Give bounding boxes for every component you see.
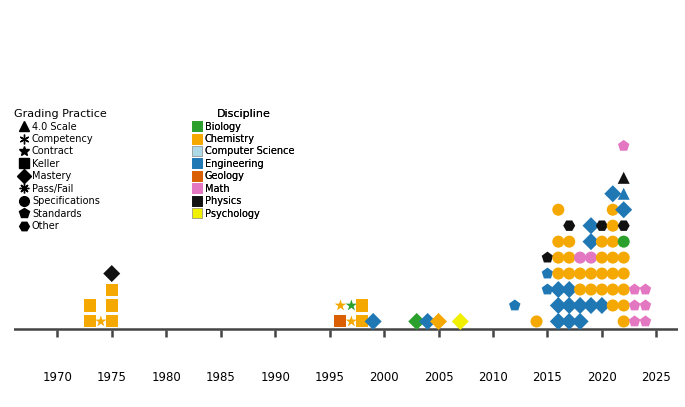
- Point: [575, 318, 586, 325]
- Point: [95, 318, 106, 325]
- Point: [629, 302, 640, 309]
- Legend: Biology, Chemistry, Computer Science, Engineering, Geology, Math, Physics, Psych: Biology, Chemistry, Computer Science, En…: [193, 109, 295, 219]
- Point: [575, 223, 586, 229]
- Point: [357, 302, 368, 309]
- Point: [575, 239, 586, 245]
- Point: [553, 223, 564, 229]
- Point: [618, 286, 629, 293]
- Point: [542, 318, 553, 325]
- Point: [106, 270, 117, 277]
- Point: [618, 239, 629, 245]
- Point: [597, 223, 608, 229]
- Point: [586, 286, 597, 293]
- Point: [335, 318, 346, 325]
- Point: [608, 302, 619, 309]
- Point: [629, 286, 640, 293]
- Point: [553, 302, 564, 309]
- Point: [608, 239, 619, 245]
- Point: [335, 302, 346, 309]
- Point: [618, 175, 629, 181]
- Point: [608, 206, 619, 213]
- Point: [84, 318, 95, 325]
- Point: [618, 159, 629, 165]
- Point: [608, 190, 619, 197]
- Point: [564, 254, 575, 261]
- Point: [564, 270, 575, 277]
- Point: [553, 270, 564, 277]
- Point: [477, 318, 488, 325]
- Point: [586, 223, 597, 229]
- Point: [608, 286, 619, 293]
- Point: [608, 254, 619, 261]
- Point: [640, 318, 651, 325]
- Point: [433, 318, 444, 325]
- Point: [575, 270, 586, 277]
- Point: [629, 318, 640, 325]
- Point: [52, 318, 63, 325]
- Point: [618, 142, 629, 149]
- Point: [618, 270, 629, 277]
- Point: [618, 302, 629, 309]
- Point: [618, 206, 629, 213]
- Point: [597, 302, 608, 309]
- Point: [346, 318, 357, 325]
- Point: [357, 318, 368, 325]
- Point: [575, 302, 586, 309]
- Point: [411, 318, 422, 325]
- Point: [509, 302, 520, 309]
- Point: [422, 318, 433, 325]
- Point: [564, 286, 575, 293]
- Point: [640, 286, 651, 293]
- Point: [575, 254, 586, 261]
- Point: [564, 223, 575, 229]
- Point: [597, 318, 608, 325]
- Point: [575, 286, 586, 293]
- Point: [553, 239, 564, 245]
- Point: [346, 302, 357, 309]
- Point: [608, 270, 619, 277]
- Point: [608, 318, 619, 325]
- Point: [597, 286, 608, 293]
- Point: [488, 318, 499, 325]
- Point: [542, 254, 553, 261]
- Point: [368, 318, 379, 325]
- Point: [597, 239, 608, 245]
- Point: [618, 190, 629, 197]
- Point: [586, 270, 597, 277]
- Point: [597, 254, 608, 261]
- Point: [542, 270, 553, 277]
- Point: [618, 254, 629, 261]
- Point: [499, 318, 510, 325]
- Point: [564, 302, 575, 309]
- Point: [618, 318, 629, 325]
- Point: [586, 318, 597, 325]
- Point: [640, 302, 651, 309]
- Point: [564, 318, 575, 325]
- Point: [520, 318, 531, 325]
- Point: [106, 318, 117, 325]
- Point: [455, 318, 466, 325]
- Point: [564, 239, 575, 245]
- Point: [553, 286, 564, 293]
- Point: [531, 318, 542, 325]
- Point: [542, 302, 553, 309]
- Point: [608, 223, 619, 229]
- Point: [586, 239, 597, 245]
- Point: [84, 302, 95, 309]
- Point: [553, 318, 564, 325]
- Point: [553, 254, 564, 261]
- Point: [106, 302, 117, 309]
- Point: [586, 302, 597, 309]
- Point: [106, 286, 117, 293]
- Point: [553, 206, 564, 213]
- Point: [509, 318, 520, 325]
- Point: [520, 302, 531, 309]
- Point: [542, 286, 553, 293]
- Point: [618, 223, 629, 229]
- Point: [597, 270, 608, 277]
- Point: [586, 254, 597, 261]
